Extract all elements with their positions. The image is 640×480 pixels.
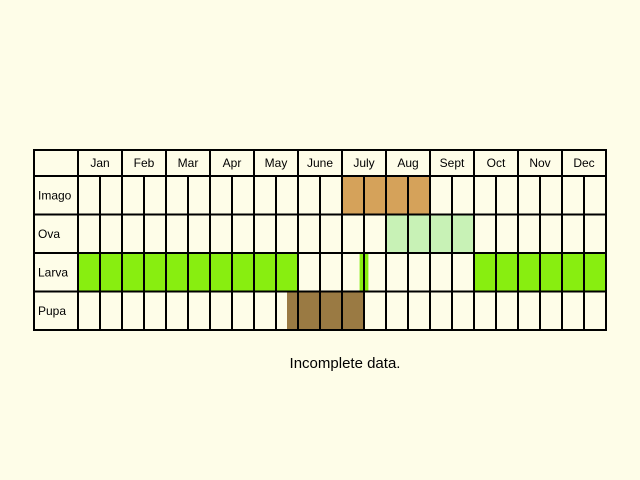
month-label: June xyxy=(307,156,333,170)
month-label: Feb xyxy=(134,156,155,170)
month-label: Aug xyxy=(397,156,418,170)
stage-label-ova: Ova xyxy=(38,227,60,241)
month-label: Sept xyxy=(440,156,465,170)
month-label: Mar xyxy=(178,156,199,170)
stage-label-larva: Larva xyxy=(38,265,68,279)
month-label: Oct xyxy=(487,156,506,170)
stage-label-pupa: Pupa xyxy=(38,304,66,318)
bar-pupa-0 xyxy=(287,291,364,330)
month-label: July xyxy=(353,156,374,170)
month-label: Nov xyxy=(529,156,550,170)
stage-label-imago: Imago xyxy=(38,188,72,202)
month-label: Jan xyxy=(90,156,109,170)
month-label: Dec xyxy=(573,156,594,170)
month-label: Apr xyxy=(223,156,242,170)
caption: Incomplete data. xyxy=(289,355,401,372)
month-label: May xyxy=(265,156,288,170)
